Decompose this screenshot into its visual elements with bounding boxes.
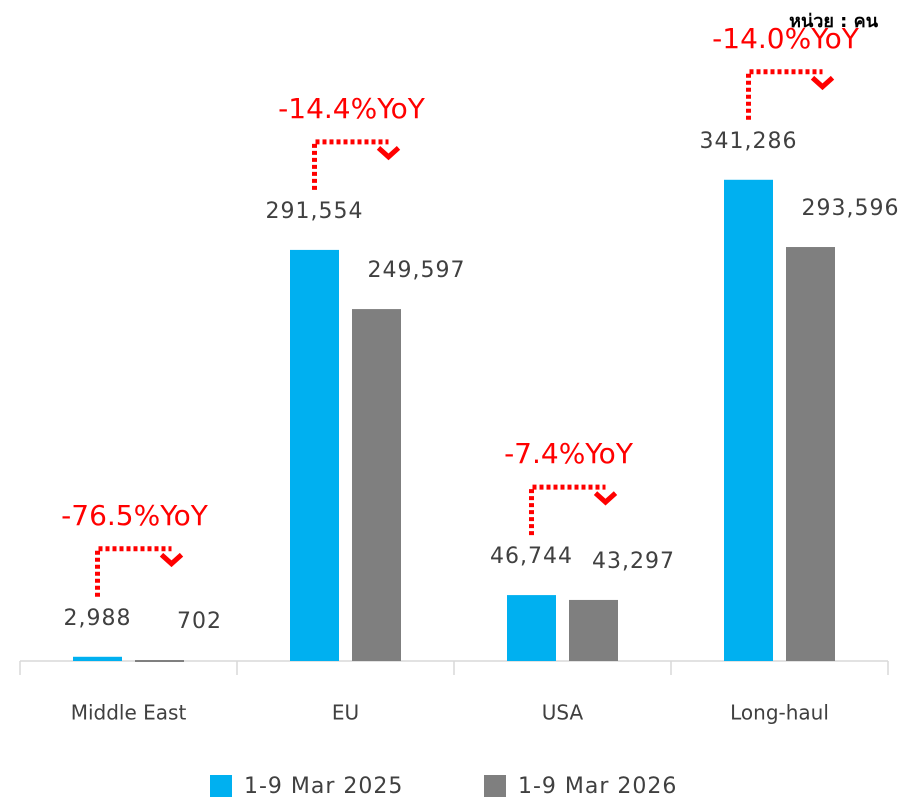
bar [569,599,618,661]
yoy-bracket [95,546,172,597]
bar [290,249,339,661]
legend-swatch [210,775,232,797]
x-tick-label: Long-haul [730,701,829,725]
bar [724,179,773,661]
yoy-arrow [159,552,184,568]
value-label: 2,988 [64,606,132,631]
bar [73,656,122,661]
x-tick-label: Middle East [71,701,187,725]
yoy-arrow [593,491,618,506]
value-label: 46,744 [490,544,573,569]
value-label: 341,286 [700,129,798,154]
yoy-annotation: -14.4%YoY [278,92,426,125]
value-label: 249,597 [368,258,466,283]
yoy-annotation: -14.0%YoY [712,22,860,55]
yoy-annotation: -7.4%YoY [504,437,634,470]
yoy-annotation: -76.5%YoY [61,499,209,532]
legend-swatch [484,775,506,797]
x-tick-label: USA [542,701,584,725]
yoy-arrow [376,146,401,161]
value-label: 291,554 [266,199,364,224]
x-tick-label: EU [332,701,359,725]
bar [135,660,184,663]
unit-label: หน่วย : คน [789,11,879,32]
yoy-bracket [529,484,606,536]
value-label: 43,297 [592,549,675,574]
bar [786,247,835,661]
legend-label: 1-9 Mar 2026 [518,774,677,799]
bar [352,309,401,661]
yoy-bracket [312,139,389,190]
yoy-arrow [810,75,835,91]
value-label: 702 [177,609,222,634]
yoy-bracket [746,69,823,120]
legend-label: 1-9 Mar 2025 [244,774,403,799]
bar [507,595,556,661]
value-label: 293,596 [802,196,900,221]
